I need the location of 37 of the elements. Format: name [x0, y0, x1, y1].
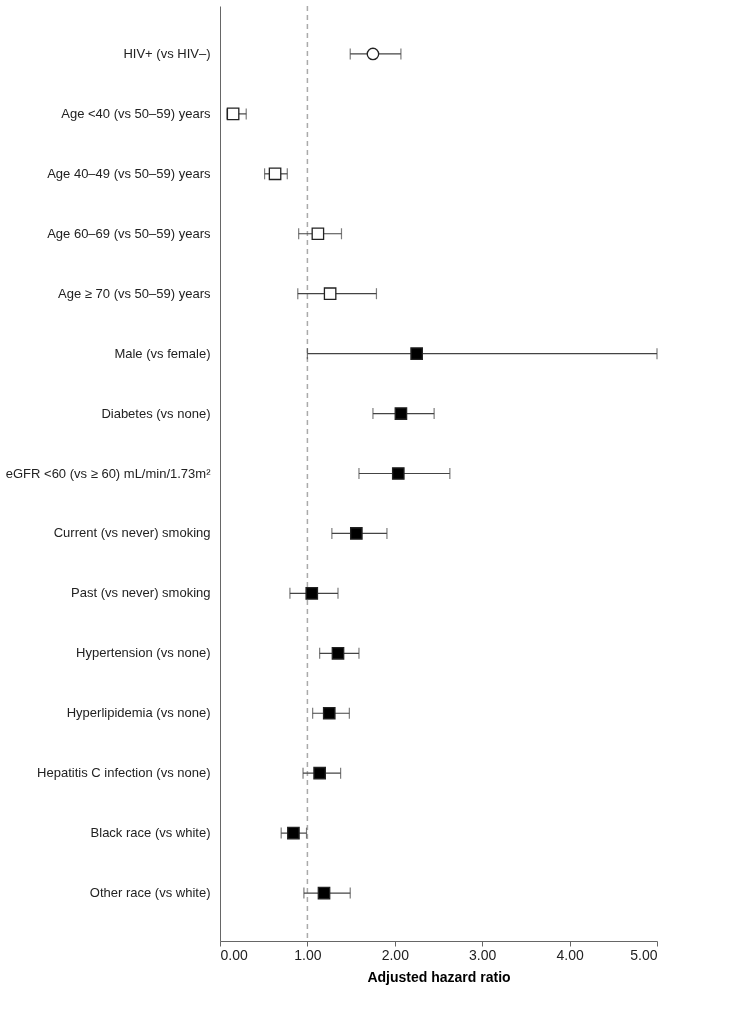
y-tick-label: Hyperlipidemia (vs none) [66, 705, 211, 721]
point [313, 766, 326, 780]
point [287, 826, 300, 840]
y-tick-label: Hypertension (vs none) [76, 645, 211, 661]
point [268, 167, 282, 181]
y-tick-label: Other race (vs white) [89, 885, 211, 901]
y-tick-label: eGFR <60 (vs ≥ 60) mL/min/1.73m² [5, 465, 212, 481]
x-tick-label: 0.00 [220, 946, 248, 963]
point [391, 467, 405, 480]
y-tick-label: Current (vs never) smoking [53, 525, 211, 541]
point [410, 347, 423, 360]
x-tick-label: 3.00 [469, 946, 497, 963]
x-tick-label: 5.00 [630, 946, 658, 963]
y-tick-label: Male (vs female) [114, 345, 211, 361]
x-tick-label: 2.00 [381, 946, 410, 963]
point [226, 107, 240, 121]
point [317, 886, 331, 900]
y-tick-label: HIV+ (vs HIV–) [123, 45, 211, 61]
point [349, 527, 363, 540]
y-tick-label: Past (vs never) smoking [71, 585, 211, 601]
x-axis-title: Adjusted hazard ratio [367, 968, 511, 985]
y-tick-label: Age <40 (vs 50–59) years [61, 105, 211, 121]
point [311, 227, 325, 241]
y-tick-label: Diabetes (vs none) [101, 405, 211, 421]
y-tick-label: Age 40–49 (vs 50–59) years [47, 165, 211, 181]
y-tick-label: Age 60–69 (vs 50–59) years [47, 225, 211, 241]
point [322, 706, 336, 720]
y-tick-label: Black race (vs white) [90, 825, 211, 841]
point [305, 587, 319, 600]
point [331, 646, 345, 660]
y-tick-label: Hepatitis C infection (vs none) [37, 765, 211, 781]
x-tick-label: 4.00 [556, 946, 584, 963]
point [366, 47, 380, 61]
point [323, 287, 337, 301]
y-tick-label: Age ≥ 70 (vs 50–59) years [58, 285, 211, 301]
x-tick-label: 1.00 [294, 946, 322, 963]
point [394, 407, 408, 420]
